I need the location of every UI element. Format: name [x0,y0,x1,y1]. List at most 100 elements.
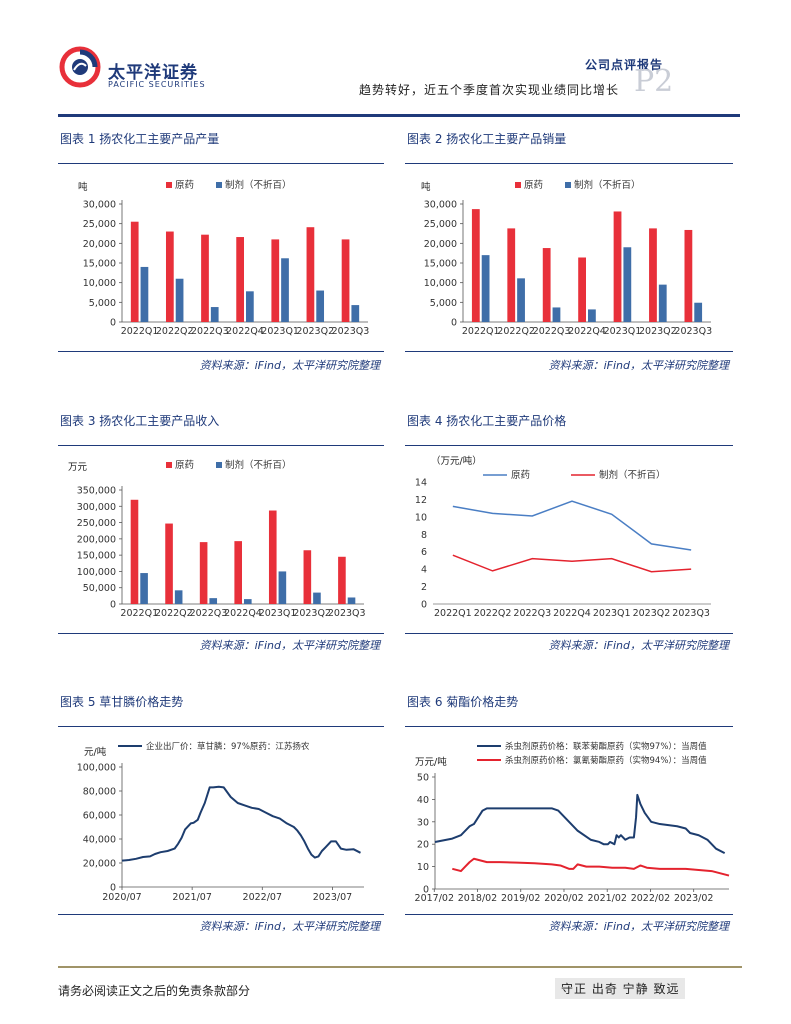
chart-4-top-rule [405,445,733,446]
x-label-2022Q2: 2022Q2 [497,326,535,337]
chart-3-caption: 图表 3 扬农化工主要产品收入 [60,414,220,428]
chart-2-sales: 吨 原药 制剂（不折百） 0 5,000 10,000 15,000 20,000 25,000… [421,179,712,337]
chart-3-ytick-label: 200,000 [77,534,116,545]
footer-disclaimer: 请务必阅读正文之后的免责条款部分 [58,984,251,998]
bar-2022Q3-formulation [209,598,218,604]
bar-2022Q3-formulation [210,307,219,322]
x-label-2022Q1: 2022Q1 [120,608,158,619]
chart-4-ytick-label: 14 [415,478,427,489]
x-label-2023Q2: 2023Q2 [633,608,671,619]
chart-5-ytick-label: 0 [110,883,116,894]
bar-2023Q3-api [341,239,350,322]
x-label-2023Q2: 2023Q2 [293,608,331,619]
chart-6-top-rule [405,726,733,727]
bar-2023Q1-formulation [278,571,287,604]
chart-1-top-rule [58,163,384,164]
x-label-2023Q1: 2023Q1 [593,608,631,619]
bar-2022Q3-api [201,234,209,322]
chart-4-ytick-label: 6 [421,547,427,558]
chart-2-source: 资料来源：iFind，太平洋研究院整理 [548,359,729,372]
chart-4-bottom-rule [405,633,733,634]
chart-3-unit: 万元 [68,462,88,473]
chart-1-source: 资料来源：iFind，太平洋研究院整理 [199,359,380,372]
legend-label-2: 杀虫剂原药价格：氯氰菊酯原药（实物94%）：当周值 [505,755,707,766]
chart-6-ytick-label: 10 [417,862,429,873]
x-label-2023/02: 2023/02 [674,893,713,904]
bar-2022Q2-api [165,523,173,604]
bar-2023Q3-formulation [351,305,360,322]
bar-2022Q1-api [130,499,139,604]
chart-4-ytick-label: 2 [421,582,427,593]
bar-2022Q2-formulation [174,590,183,604]
bar-2022Q4-api [236,237,244,322]
company-name-cn: 太平洋证券 [108,63,198,83]
x-label-2022Q1: 2022Q1 [121,326,159,337]
footer-rule [58,966,742,968]
chart-1-ytick-label: 0 [110,318,116,329]
chart-2-unit: 吨 [421,181,431,193]
chart-6-caption: 图表 6 菊酯价格走势 [407,695,519,709]
chart-1-ytick-label: 10,000 [83,278,116,289]
legend-label-1: 原药 [511,470,530,481]
bar-2022Q1-api [471,209,480,322]
x-label-2023Q1: 2023Q1 [261,326,299,337]
chart-5-caption: 图表 5 草甘膦价格走势 [60,695,184,709]
chart-5-ytick-label: 60,000 [83,811,116,822]
chart-5-ytick-label: 20,000 [83,859,116,870]
chart-1-bottom-rule [58,351,384,352]
legend-label-2: 制剂（不折百） [225,459,292,471]
chart-1-ytick-label: 30,000 [83,200,116,211]
x-label-2019/02: 2019/02 [501,893,540,904]
bar-2023Q2-api [303,550,312,604]
chart-3-ytick-label: 150,000 [77,551,116,562]
chart-6-unit: 万元/吨 [415,756,447,768]
legend-swatch-2 [216,182,222,188]
footer-motto: 守正 出奇 宁静 致远 [555,978,686,999]
legend-swatch-1 [166,182,172,188]
x-label-2022Q3: 2022Q3 [513,608,551,619]
legend-label-2: 制剂（不折百） [574,179,641,191]
chart-1-ytick-label: 20,000 [83,239,116,250]
legend-swatch-1 [166,462,172,468]
chart-2-bottom-rule [405,351,733,352]
header-rule [58,114,740,117]
bar-2023Q2-api [649,228,657,322]
chart-4-ytick-label: 0 [421,600,427,611]
chart-2-ytick-label: 20,000 [424,239,457,250]
chart-6-source: 资料来源：iFind，太平洋研究院整理 [548,920,729,933]
chart-5-top-rule [58,726,384,727]
chart-2-ytick-label: 5,000 [430,298,457,309]
chart-6-pyrethroid: 万元/吨 杀虫剂原药价格：联苯菊酯原药（实物97%）：当周值杀虫剂原药价格：氯氰菊… [415,741,730,904]
chart-6-ytick-label: 30 [417,817,429,828]
chart-1-unit: 吨 [78,181,88,193]
legend-swatch-1 [515,182,521,188]
x-label-2022Q2: 2022Q2 [474,608,512,619]
chart-4-ytick-label: 4 [421,565,427,576]
legend-label-1: 企业出厂价：草甘膦：97%原药：江苏扬农 [146,741,310,752]
chart-5-source: 资料来源：iFind，太平洋研究院整理 [199,920,380,933]
x-label-2022Q2: 2022Q2 [156,326,194,337]
x-label-2018/02: 2018/02 [458,893,497,904]
chart-3-ytick-label: 100,000 [77,567,116,578]
chart-4-caption: 图表 4 扬农化工主要产品价格 [407,414,567,428]
bar-2023Q1-api [613,211,622,322]
chart-6-ytick-label: 50 [417,773,429,784]
chart-2-ytick-label: 25,000 [424,219,457,230]
legend-swatch-2 [565,182,571,188]
x-label-2022Q2: 2022Q2 [155,608,193,619]
chart-2-caption: 图表 2 扬农化工主要产品销量 [407,132,567,146]
chart-3-top-rule [58,445,384,446]
bar-2022Q2-formulation [517,278,525,322]
x-label-2023Q3: 2023Q3 [674,326,712,337]
chart-5-bottom-rule [58,914,384,915]
x-label-2021/07: 2021/07 [172,892,211,903]
chart-6-bottom-rule [405,914,733,915]
x-label-2020/07: 2020/07 [102,892,141,903]
x-label-2022Q4: 2022Q4 [568,326,606,337]
x-label-2023Q2: 2023Q2 [639,326,677,337]
series-line-api [452,500,692,551]
bar-2022Q4-formulation [244,599,252,604]
chart-2-ytick-label: 30,000 [424,200,457,211]
x-label-2023/07: 2023/07 [313,892,352,903]
bar-2022Q3-formulation [552,307,561,322]
